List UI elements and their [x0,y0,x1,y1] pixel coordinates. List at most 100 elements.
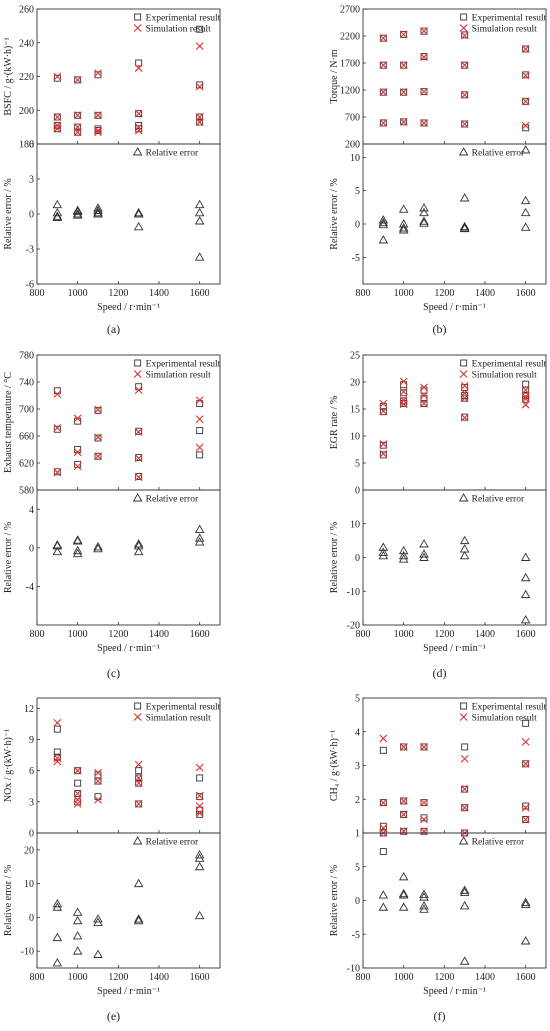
panel-1-bottom-point [378,215,389,224]
panel-0-top-point [135,59,143,67]
panel-0-bottom-legend-marker [132,147,143,156]
panel-5-caption: (f) [434,1009,446,1023]
panel-3-top-point [461,394,469,402]
panel-2-bottom-point [72,548,83,558]
panel-1-bottom-point [398,225,409,234]
panel-1-bottom-point [520,222,531,231]
panel-3-top-point [460,394,469,403]
panel-0-top-point [196,118,204,126]
panel-1-top-point [379,34,388,43]
panel-2-bottom-point [52,546,63,556]
panel-3-top-point [461,383,469,391]
panel-5-top-ytick-label: 2 [355,795,360,806]
panel-1-xtick-label: 1200 [434,288,454,299]
panel-4-bottom-point [72,931,83,940]
panel-2-top-point [135,473,143,480]
panel-3-top-ylabel: EGR rate / % [329,396,340,450]
panel-5-bottom-point [520,897,531,906]
panel-1-top-point [420,119,428,127]
panel-1-top-ytick-label: 700 [345,113,360,124]
panel-1-top-point [420,53,428,61]
panel-5-bottom-ytick-label: 5 [355,862,360,873]
panel-2-top-point [53,468,61,476]
panel-4-bottom-point [194,850,205,859]
panel-1-top-point [420,87,428,96]
panel-4-top-point [74,767,82,775]
panel-3-bottom-point [398,545,409,555]
panel-1-top-point [420,119,428,127]
panel-4-bottom-ytick-label: -10 [21,947,34,958]
panel-0-top-ytick-label: 220 [19,72,34,83]
panel-0-top-point [94,71,102,79]
panel-5-top-point [522,816,530,823]
panel-5-bottom-ytick-label: -10 [347,964,360,975]
panel-1-top-point [461,61,469,69]
panel-4-top-point [94,795,102,804]
panel-1-top-point [521,71,530,80]
panel-2-top-legend-marker [134,359,142,367]
panel-1-xlabel: Speed / r·min⁻¹ [423,302,486,313]
panel-3-top-point [379,407,388,416]
panel-4-bottom-point [52,902,63,911]
panel-2-top-point [53,390,62,399]
panel-4-top-point [195,802,204,810]
panel-1-top-point [522,45,530,53]
panel-5-bottom-ytick-label: 0 [355,896,360,907]
panel-4-top-point [73,800,82,808]
panel-5-bottom-point [459,885,470,894]
panel-5-bottom-point [419,900,429,910]
panel-5-top-point [460,754,469,763]
panel-3-bottom-point [520,572,531,582]
panel-1-bottom-ytick-label: 10 [350,153,360,164]
panel-4-bottom-ytick-label: 20 [24,845,34,856]
panel-3-bottom-point [459,550,470,560]
panel-0-top-point [94,128,102,137]
panel-4-top-point [195,791,204,800]
panel-5-bottom-point [520,899,531,908]
panel-2-top-ytick-label: 620 [19,459,34,470]
panel-0-top-point [134,126,143,135]
panel-1-top-point [400,61,408,69]
panel-2-top-point [195,415,204,424]
panel-1-bottom-point [459,221,470,231]
panel-4-top-legend-label: Experimental result [146,703,221,713]
panel-4-bottom-point [93,949,103,958]
panel-2-bottom-point [93,543,103,553]
panel-1-bottom-frame [362,143,547,285]
panel-0-top-point [134,64,143,72]
panel-0-bottom-ytick-label: 0 [29,210,34,221]
panel-0-top-point [73,128,82,137]
panel-5-bottom-point [459,887,470,896]
panel-2-top-legend-label: Simulation result [146,371,212,381]
panel-2-bottom-ytick-label: -4 [26,582,34,593]
panel-0-bottom-point [72,210,83,219]
panel-4-bottom-ylabel: Relative error / % [3,865,14,936]
panel-3-top-point [461,413,469,421]
panel-3-top-ytick-label: 5 [355,459,360,470]
panel-1-top-legend-marker [459,24,468,32]
panel-5-top-legend-label: Experimental result [472,703,547,713]
panel-1-top-ylabel: Torque / N·m [329,49,340,104]
panel-3-bottom-point [419,539,429,548]
panel-0-top-point [134,123,143,132]
panel-5-top-point [420,799,428,807]
panel-2-top-ytick-label: 660 [19,432,34,443]
panel-5-top-point [379,848,387,856]
panel-3-top-point [379,408,387,416]
panel-5-top-point [521,815,530,824]
panel-3-caption: (d) [433,666,447,680]
panel-0-bottom-point [194,252,205,261]
panel-0-bottom-point [52,212,63,221]
panel-3-top-point [420,399,428,408]
panel-0-bottom-point [72,206,83,216]
panel-5-bottom-frame [362,832,547,969]
panel-3-top-point [521,392,530,401]
panel-0-top-point [74,76,82,84]
panel-1-bottom-point [398,223,409,232]
panel-3-top-legend-label: Experimental result [472,360,547,370]
panel-4-top-point [135,774,143,782]
panel-2-top-point [94,452,102,460]
panel-3-top-point [399,400,408,409]
panel-1-top-point [399,30,408,39]
panel-5-top-legend-label: Simulation result [472,714,538,724]
